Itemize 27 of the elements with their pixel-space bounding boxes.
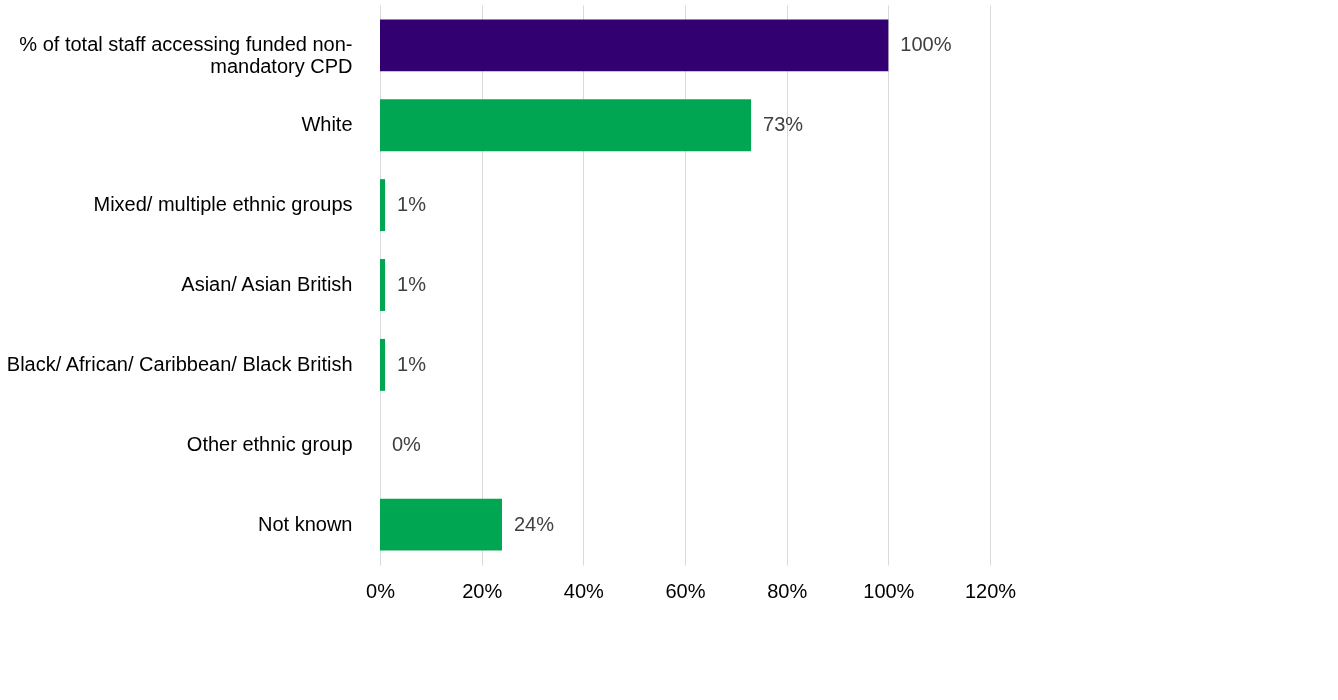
- bar: [380, 259, 386, 311]
- y-tick-label: Mixed/ multiple ethnic groups: [93, 193, 353, 216]
- x-tick-label: 100%: [863, 579, 915, 602]
- x-tick-label: 60%: [665, 579, 706, 602]
- data-label: 100%: [900, 33, 952, 56]
- y-tick-label: White: [301, 113, 353, 136]
- x-tick-label: 40%: [563, 579, 605, 602]
- x-tick-label: 20%: [462, 579, 503, 602]
- data-label: 73%: [763, 113, 804, 136]
- y-tick-label: Asian/ Asian British: [181, 273, 353, 295]
- data-label: 0%: [392, 432, 422, 455]
- bar: [380, 179, 386, 232]
- data-label: 1%: [397, 273, 427, 295]
- bar: [380, 19, 889, 72]
- data-label: 1%: [397, 352, 427, 375]
- x-tick-label: 120%: [964, 579, 1017, 602]
- y-tick-label: Black/ African/ Caribbean/ Black British: [6, 352, 353, 375]
- x-tick-label: 80%: [767, 579, 808, 602]
- y-tick-label: Other ethnic group: [186, 432, 353, 455]
- data-label: 1%: [397, 193, 427, 216]
- y-tick-label: Not known: [258, 512, 353, 535]
- data-label: 24%: [514, 512, 555, 535]
- y-tick-label: % of total staff accessing funded non-mandatory CPD: [19, 33, 353, 78]
- bar: [380, 99, 752, 152]
- x-tick-label: 0%: [366, 579, 396, 602]
- bar: [380, 498, 502, 551]
- bar: [380, 338, 386, 391]
